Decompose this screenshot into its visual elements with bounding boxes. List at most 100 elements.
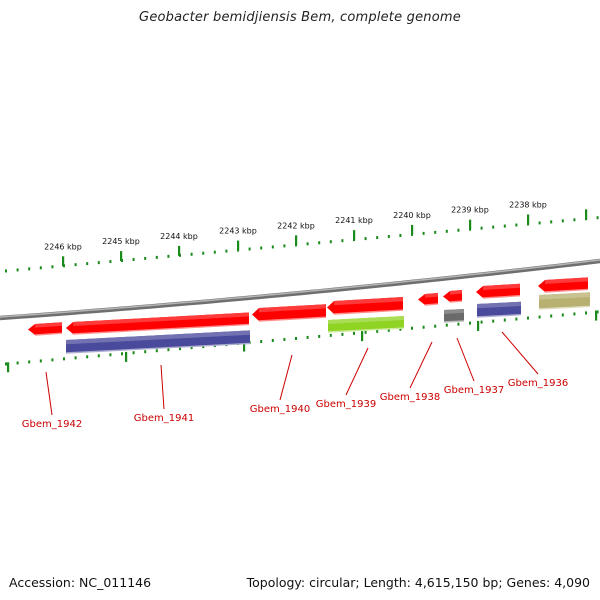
major-tick bbox=[237, 240, 240, 251]
lower-scale-tick bbox=[573, 312, 576, 316]
lower-major-tick bbox=[595, 310, 598, 321]
lower-scale-tick bbox=[399, 327, 402, 331]
upper-scale-tick bbox=[329, 240, 332, 244]
upper-scale-tick bbox=[202, 251, 205, 255]
feature-bar-grey-gbem-1937-edge bbox=[443, 320, 465, 323]
upper-scale-tick bbox=[341, 239, 344, 243]
feature-bar-khaki-next-edge bbox=[538, 305, 591, 310]
scale-label: 2242 kbp bbox=[277, 221, 315, 230]
upper-scale-tick bbox=[480, 226, 483, 230]
gene-arrow-gbem-1939-edge bbox=[333, 309, 404, 315]
scale-label: 2245 kbp bbox=[102, 237, 140, 246]
lower-major-tick bbox=[361, 331, 364, 342]
upper-scale-tick bbox=[144, 256, 147, 260]
upper-scale-tick bbox=[132, 257, 135, 261]
feature-bar-green-gbem-1939-highlight bbox=[328, 316, 404, 324]
gene-arrow-next-edge bbox=[544, 288, 589, 293]
upper-scale-tick bbox=[86, 262, 89, 266]
upper-scale-tick bbox=[364, 237, 367, 241]
lower-scale-tick bbox=[515, 317, 518, 321]
gene-label[interactable]: Gbem_1942 bbox=[22, 419, 82, 430]
lower-scale-tick bbox=[271, 338, 274, 342]
major-tick bbox=[469, 219, 472, 230]
scale-label: 2240 kbp bbox=[393, 211, 431, 220]
upper-scale-tick bbox=[306, 242, 309, 246]
upper-scale-tick bbox=[457, 228, 460, 232]
upper-scale-tick bbox=[561, 219, 564, 223]
upper-scale-tick bbox=[190, 252, 193, 256]
lower-scale-tick bbox=[260, 340, 263, 344]
upper-scale-tick bbox=[283, 244, 286, 248]
upper-scale-tick bbox=[271, 245, 274, 249]
major-tick bbox=[527, 214, 530, 225]
gene-label-leader bbox=[45, 371, 53, 416]
upper-scale-tick bbox=[422, 231, 425, 235]
upper-scale-tick bbox=[387, 235, 390, 239]
lower-scale-tick bbox=[144, 350, 147, 354]
feature-bar-blue-gbem-1936-highlight bbox=[477, 301, 521, 309]
lower-major-tick bbox=[243, 341, 246, 352]
upper-scale-tick bbox=[213, 250, 216, 254]
lower-scale-tick bbox=[39, 359, 42, 363]
lower-scale-tick bbox=[341, 332, 344, 336]
lower-scale-tick bbox=[411, 326, 413, 330]
gene-label[interactable]: Gbem_1936 bbox=[508, 378, 568, 389]
gene-arrow-gbem-1938-edge bbox=[424, 303, 439, 306]
lower-scale-tick bbox=[434, 324, 437, 328]
gene-label[interactable]: Gbem_1937 bbox=[444, 385, 504, 396]
upper-scale-tick bbox=[39, 266, 42, 270]
upper-scale-tick bbox=[492, 225, 495, 229]
lower-scale-tick bbox=[561, 313, 564, 317]
upper-scale-tick bbox=[51, 265, 54, 269]
gene-arrow-gbem-1941-edge bbox=[72, 323, 250, 335]
gene-label[interactable]: Gbem_1941 bbox=[134, 413, 194, 424]
gene-label-leader bbox=[160, 364, 165, 410]
accession-text: Accession: NC_011146 bbox=[9, 575, 152, 590]
lower-scale-tick bbox=[74, 356, 77, 360]
gene-label[interactable]: Gbem_1938 bbox=[380, 392, 440, 403]
lower-scale-tick bbox=[16, 361, 19, 365]
lower-major-tick bbox=[477, 320, 480, 331]
lower-scale-tick bbox=[364, 330, 367, 334]
lower-scale-tick bbox=[179, 347, 181, 351]
scale-label: 2238 kbp bbox=[509, 200, 547, 209]
gene-label[interactable]: Gbem_1939 bbox=[316, 399, 376, 410]
chromosome-backbone-highlight bbox=[0, 259, 600, 318]
lower-scale-tick bbox=[376, 329, 379, 333]
lower-scale-tick bbox=[109, 353, 112, 357]
gene-arrow-gbem-1938-highlight bbox=[425, 293, 438, 298]
upper-scale-tick bbox=[225, 249, 228, 253]
gene-arrow-gbem-1937-highlight bbox=[450, 290, 462, 295]
lower-scale-tick bbox=[422, 325, 425, 329]
feature-bar-green-gbem-1939-edge bbox=[327, 327, 405, 333]
major-tick bbox=[178, 245, 181, 256]
upper-scale-tick bbox=[550, 220, 553, 224]
lower-scale-tick bbox=[387, 328, 390, 332]
upper-scale-tick bbox=[28, 267, 31, 271]
upper-scale-tick bbox=[318, 241, 321, 245]
lower-scale-tick bbox=[155, 349, 158, 353]
upper-scale-tick bbox=[248, 247, 251, 251]
gene-arrow-gbem-1940-highlight bbox=[259, 304, 326, 313]
major-tick bbox=[585, 209, 588, 220]
gene-label[interactable]: Gbem_1940 bbox=[250, 404, 310, 415]
gene-arrow-gbem-1937-edge bbox=[449, 300, 463, 303]
major-tick bbox=[295, 235, 298, 246]
feature-bar-blue-gbem-1941-edge bbox=[65, 342, 251, 354]
lower-scale-tick bbox=[329, 333, 332, 337]
upper-scale-tick bbox=[399, 233, 402, 237]
genome-stats-text: Topology: circular; Length: 4,615,150 bp… bbox=[246, 575, 590, 590]
lower-scale-tick bbox=[306, 335, 309, 339]
lower-scale-tick bbox=[5, 362, 7, 366]
gene-label-leader bbox=[345, 347, 369, 396]
lower-scale-tick bbox=[51, 358, 54, 362]
lower-scale-tick bbox=[86, 355, 89, 359]
feature-bar-blue-gbem-1941-highlight bbox=[66, 330, 250, 345]
upper-scale-tick bbox=[573, 218, 576, 222]
upper-scale-tick bbox=[503, 224, 506, 228]
scale-label: 2243 kbp bbox=[219, 227, 257, 236]
upper-scale-tick bbox=[260, 246, 263, 250]
feature-bar-blue-gbem-1936-edge bbox=[476, 314, 522, 318]
lower-scale-tick bbox=[167, 348, 170, 352]
